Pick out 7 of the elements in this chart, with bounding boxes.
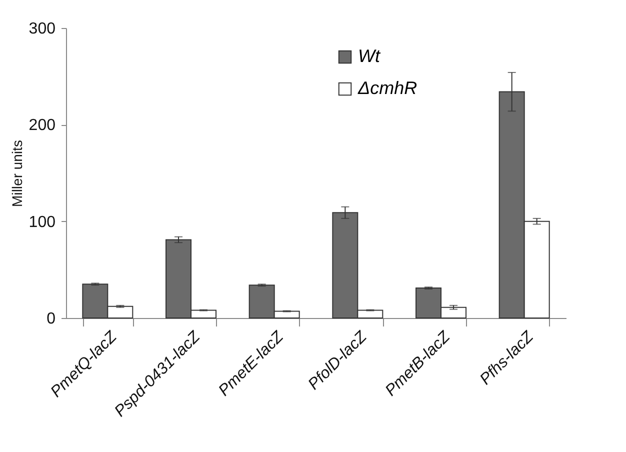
y-axis-title: Miller units: [8, 140, 25, 207]
y-tick-label: 300: [28, 20, 56, 38]
legend-label: ΔcmhR: [357, 78, 418, 98]
y-tick-label: 100: [28, 214, 56, 231]
y-tick-label: 0: [46, 310, 56, 328]
y-tick-label: 200: [28, 117, 56, 134]
legend-label: Wt: [358, 46, 381, 66]
